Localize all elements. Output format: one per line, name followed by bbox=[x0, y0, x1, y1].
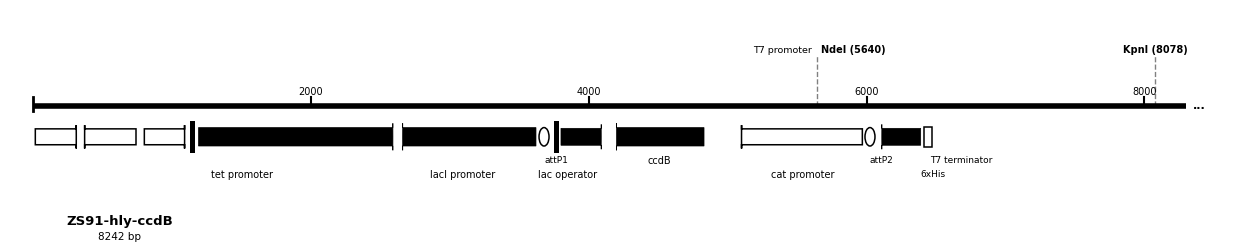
Text: 6xHis: 6xHis bbox=[920, 169, 946, 178]
Text: T7 promoter: T7 promoter bbox=[754, 46, 812, 54]
Text: LLO: LLO bbox=[283, 131, 309, 144]
Text: cat promoter: cat promoter bbox=[771, 169, 835, 179]
Text: lacI promoter: lacI promoter bbox=[430, 169, 495, 179]
Text: 8000: 8000 bbox=[1132, 86, 1157, 96]
Bar bbox=[924, 128, 931, 147]
Text: ori: ori bbox=[159, 132, 171, 142]
Text: attP1: attP1 bbox=[544, 156, 568, 164]
Polygon shape bbox=[882, 125, 920, 150]
Bar bbox=[553, 121, 558, 153]
Polygon shape bbox=[84, 126, 136, 149]
Text: KanR: KanR bbox=[98, 132, 123, 142]
Text: ccdB: ccdB bbox=[647, 156, 671, 166]
Polygon shape bbox=[198, 124, 393, 151]
Text: tet promoter: tet promoter bbox=[211, 169, 273, 179]
Polygon shape bbox=[616, 124, 704, 151]
Polygon shape bbox=[35, 126, 77, 149]
Text: ...: ... bbox=[1193, 100, 1205, 110]
Text: f1 ori: f1 ori bbox=[43, 132, 68, 142]
Text: T7 terminator: T7 terminator bbox=[930, 156, 992, 164]
Polygon shape bbox=[560, 125, 601, 150]
Polygon shape bbox=[403, 124, 536, 151]
Bar bbox=[190, 121, 195, 153]
Polygon shape bbox=[144, 126, 185, 149]
Text: 2000: 2000 bbox=[299, 86, 324, 96]
Text: ZS91-hly-ccdB: ZS91-hly-ccdB bbox=[66, 214, 172, 227]
Text: attP2: attP2 bbox=[870, 156, 894, 164]
Text: 4000: 4000 bbox=[577, 86, 601, 96]
Ellipse shape bbox=[539, 128, 549, 146]
Text: NdeI (5640): NdeI (5640) bbox=[821, 44, 885, 54]
Text: KpnI (8078): KpnI (8078) bbox=[1122, 44, 1188, 54]
Text: CmR: CmR bbox=[790, 132, 813, 142]
Ellipse shape bbox=[866, 128, 875, 146]
Text: 8242 bp: 8242 bp bbox=[98, 231, 141, 241]
Text: 6000: 6000 bbox=[854, 86, 879, 96]
Text: lacI: lacI bbox=[458, 131, 481, 144]
Text: ccdB: ccdB bbox=[645, 131, 676, 144]
Text: lac operator: lac operator bbox=[538, 169, 598, 179]
Polygon shape bbox=[742, 126, 862, 149]
